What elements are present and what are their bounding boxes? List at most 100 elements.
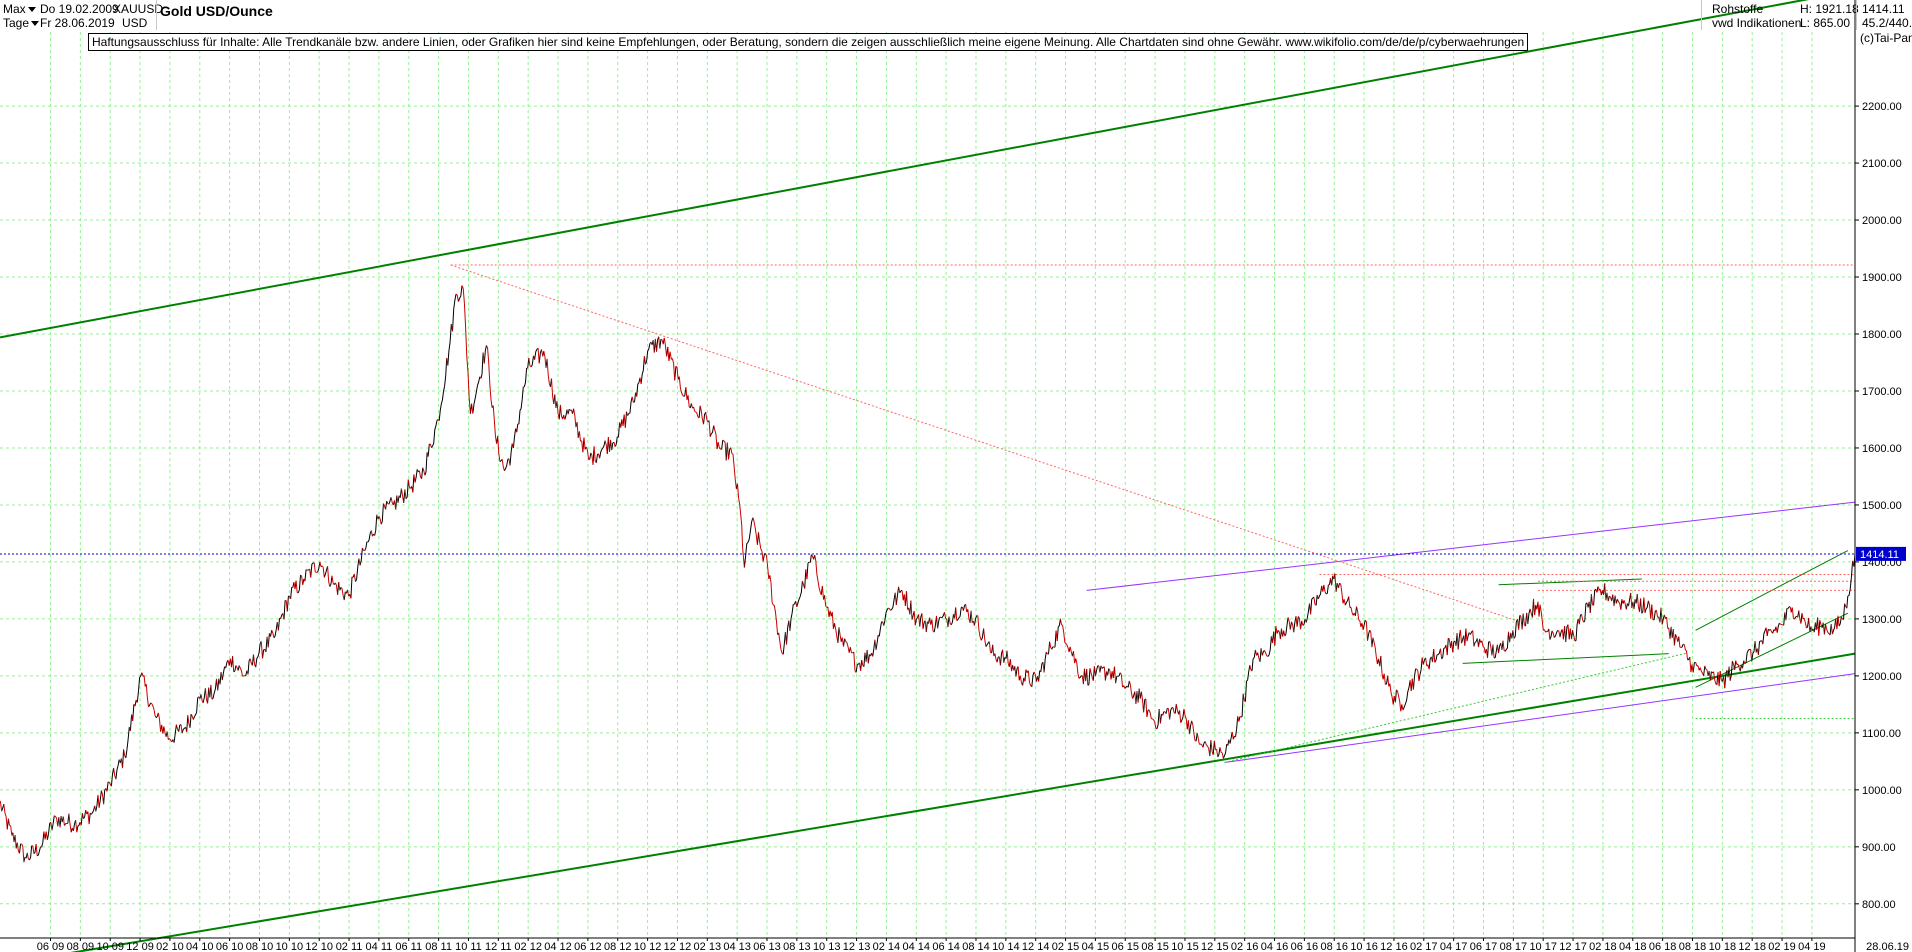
x-tick-label: 04 12 <box>544 941 572 952</box>
x-tick-label: 02 17 <box>1410 941 1438 952</box>
x-tick-label: 02 19 <box>1768 941 1796 952</box>
ratio-label: 45.2/440.0 <box>1862 16 1912 30</box>
x-tick-label: 10 18 <box>1709 941 1737 952</box>
x-tick-label: 08 16 <box>1320 941 1348 952</box>
x-tick-label: 02 11 <box>336 941 363 952</box>
x-tick-label: 04 11 <box>366 941 393 952</box>
y-tick-label: 1800.00 <box>1862 329 1902 341</box>
trend-line <box>1462 653 1669 664</box>
y-axis-ticks: 800.00 900.00 1000.00 1100.00 1200.00 1300.00… <box>1855 101 1902 911</box>
x-tick-label: 08 12 <box>604 941 632 952</box>
x-tick-label: 08 13 <box>783 941 811 952</box>
y-tick-label: 1900.00 <box>1862 272 1902 284</box>
x-tick-label: 02 13 <box>694 941 722 952</box>
x-tick-label: 12 18 <box>1738 941 1766 952</box>
x-tick-label: 10 15 <box>1171 941 1199 952</box>
x-tick-label: 10 09 <box>96 941 124 952</box>
caret-down-icon <box>31 20 40 26</box>
y-tick-label: 1500.00 <box>1862 500 1902 512</box>
x-tick-label: 02 18 <box>1589 941 1617 952</box>
x-tick-label: 06 13 <box>753 941 781 952</box>
header-divider <box>1701 0 1702 30</box>
trend-line <box>70 652 1856 952</box>
symbol-label: XAUUSD <box>113 2 164 16</box>
plot-area <box>0 32 1855 938</box>
currency-label: USD <box>122 16 148 30</box>
x-tick-label: 06 16 <box>1291 941 1319 952</box>
x-tick-label: 06 10 <box>216 941 244 952</box>
price-series <box>0 285 1856 863</box>
y-tick-label: 900.00 <box>1862 842 1896 854</box>
x-tick-label: 08 09 <box>67 941 95 952</box>
x-tick-label: 10 12 <box>634 941 662 952</box>
x-tick-label: 06 17 <box>1470 941 1498 952</box>
caret-down-icon <box>27 6 36 12</box>
x-axis-ticks: 06 09 08 09 10 09 12 09 02 10 04 10 06 10 08 10… <box>37 938 1909 952</box>
x-tick-label: 04 14 <box>903 941 931 952</box>
x-tick-label: 12 14 <box>1022 941 1050 952</box>
x-tick-label: 04 18 <box>1619 941 1647 952</box>
price-line-up <box>1 285 1856 863</box>
x-tick-label: 06 15 <box>1111 941 1139 952</box>
low-label: L: 865.00 <box>1800 16 1851 30</box>
x-tick-label: 04 13 <box>723 941 751 952</box>
interval-selector[interactable]: Tage <box>3 16 41 30</box>
y-tick-label: 2100.00 <box>1862 158 1902 170</box>
x-tick-label: 10 14 <box>992 941 1020 952</box>
x-tick-label: 02 10 <box>156 941 184 952</box>
x-tick-label: 04 19 <box>1798 941 1826 952</box>
x-tick-label: 12 12 <box>664 941 692 952</box>
x-tick-label: 06 09 <box>37 941 65 952</box>
x-tick-label: 02 14 <box>873 941 901 952</box>
y-tick-label: 2200.00 <box>1862 101 1902 113</box>
y-tick-label: 1600.00 <box>1862 443 1902 455</box>
source-label: vwd Indikationen <box>1712 16 1802 30</box>
y-tick-label: 1300.00 <box>1862 614 1902 626</box>
x-tick-label: 10 10 <box>276 941 304 952</box>
y-tick-label: 2000.00 <box>1862 215 1902 227</box>
x-tick-label: 12 10 <box>305 941 333 952</box>
interval-label: Tage <box>3 16 30 30</box>
category-label: Rohstoffe <box>1712 2 1764 16</box>
x-tick-label: 04 10 <box>186 941 214 952</box>
x-tick-label: 06 12 <box>574 941 602 952</box>
x-tick-label: 08 14 <box>962 941 990 952</box>
header-divider <box>1856 0 1857 30</box>
x-tick-label: 06 14 <box>932 941 960 952</box>
last-price-tag: 1414.11 <box>1856 546 1906 561</box>
x-tick-label: 06 11 <box>395 941 422 952</box>
y-tick-label: 1100.00 <box>1862 728 1901 740</box>
x-tick-label: 12 13 <box>843 941 871 952</box>
x-tick-label: 02 12 <box>514 941 542 952</box>
x-tick-label: 02 16 <box>1231 941 1259 952</box>
range-label: Max <box>3 2 26 16</box>
last-price-box <box>1856 546 1906 561</box>
x-tick-label: 08 10 <box>246 941 274 952</box>
x-tick-label: 12 09 <box>126 941 154 952</box>
x-tick-label: 10 16 <box>1350 941 1378 952</box>
x-tick-label: 10 13 <box>813 941 841 952</box>
copyright-label: (c)Tai-Pan <box>1860 31 1912 45</box>
range-selector[interactable]: Max <box>3 2 38 16</box>
chart-title: Gold USD/Ounce <box>160 3 273 19</box>
x-tick-label: 08 15 <box>1141 941 1169 952</box>
date-from: Do 19.02.2009 <box>40 2 119 16</box>
x-tick-label: 12 16 <box>1380 941 1408 952</box>
x-tick-label: 10 11 <box>455 941 482 952</box>
x-end-label: 28.06.19 <box>1866 941 1909 952</box>
trend-line <box>1498 578 1642 586</box>
disclaimer-box: Haftungsausschluss für Inhalte: Alle Tre… <box>88 33 1529 51</box>
y-tick-label: 1000.00 <box>1862 785 1902 797</box>
last-value-label: 1414.11 <box>1862 2 1905 16</box>
x-tick-label: 04 17 <box>1440 941 1468 952</box>
vertical-grid <box>50 32 1813 938</box>
trend-line <box>1086 501 1856 591</box>
trend-line <box>0 0 1810 339</box>
x-tick-label: 08 18 <box>1679 941 1707 952</box>
header-divider <box>156 0 157 30</box>
x-tick-label: 06 18 <box>1649 941 1677 952</box>
x-tick-label: 08 17 <box>1500 941 1528 952</box>
dotted-level-line <box>1224 652 1687 763</box>
y-tick-label: 1200.00 <box>1862 671 1902 683</box>
